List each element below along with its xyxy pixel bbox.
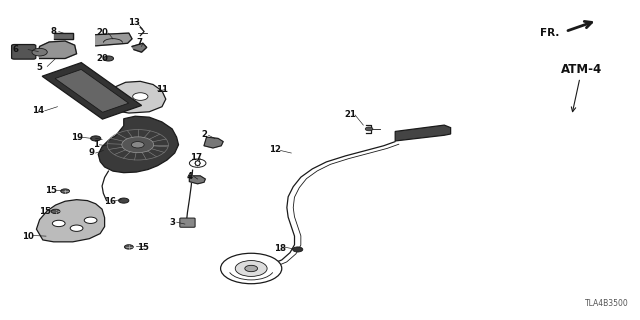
Text: 19: 19 <box>70 133 83 142</box>
Circle shape <box>236 260 267 276</box>
Circle shape <box>132 93 148 100</box>
Text: FR.: FR. <box>540 28 559 38</box>
Polygon shape <box>38 41 77 59</box>
Polygon shape <box>99 116 179 173</box>
Text: 7: 7 <box>136 38 142 47</box>
Text: 10: 10 <box>22 232 34 241</box>
Text: 17: 17 <box>189 153 202 162</box>
Text: 13: 13 <box>128 19 140 28</box>
Circle shape <box>103 56 113 61</box>
Text: 4: 4 <box>186 172 193 181</box>
Polygon shape <box>108 81 166 113</box>
Text: TLA4B3500: TLA4B3500 <box>586 299 629 308</box>
FancyBboxPatch shape <box>12 44 36 59</box>
Text: 20: 20 <box>96 28 108 37</box>
Text: 11: 11 <box>156 85 168 94</box>
Polygon shape <box>54 33 73 39</box>
Polygon shape <box>132 43 147 52</box>
Circle shape <box>245 265 257 272</box>
Circle shape <box>124 245 133 249</box>
Circle shape <box>70 225 83 231</box>
Circle shape <box>131 142 144 148</box>
Text: 2: 2 <box>201 130 207 139</box>
Text: 1: 1 <box>93 140 99 149</box>
Circle shape <box>61 189 70 193</box>
Circle shape <box>122 137 154 153</box>
Text: 20: 20 <box>96 54 108 63</box>
Polygon shape <box>42 63 141 119</box>
Text: 15: 15 <box>45 186 57 195</box>
Circle shape <box>365 127 373 131</box>
Text: 6: 6 <box>12 45 19 54</box>
Text: 16: 16 <box>104 197 116 206</box>
Polygon shape <box>96 33 132 46</box>
FancyBboxPatch shape <box>180 218 195 227</box>
Polygon shape <box>55 69 129 112</box>
Text: 12: 12 <box>269 145 282 154</box>
Circle shape <box>84 217 97 223</box>
Text: 18: 18 <box>275 244 287 253</box>
Text: 14: 14 <box>32 106 44 115</box>
Circle shape <box>32 48 47 56</box>
Circle shape <box>51 209 60 214</box>
Text: 15: 15 <box>137 243 148 252</box>
Text: 8: 8 <box>51 27 57 36</box>
Circle shape <box>118 198 129 203</box>
Circle shape <box>221 253 282 284</box>
Polygon shape <box>189 176 205 184</box>
Text: ATM-4: ATM-4 <box>561 63 602 76</box>
Text: 5: 5 <box>36 63 42 72</box>
Text: 21: 21 <box>344 109 356 118</box>
Circle shape <box>91 136 100 141</box>
Text: 3: 3 <box>169 218 175 227</box>
Circle shape <box>292 247 303 252</box>
Text: 15: 15 <box>39 207 51 216</box>
Circle shape <box>52 220 65 227</box>
Polygon shape <box>204 137 223 148</box>
Polygon shape <box>36 200 104 242</box>
Text: 9: 9 <box>89 148 95 156</box>
Polygon shape <box>395 125 451 141</box>
